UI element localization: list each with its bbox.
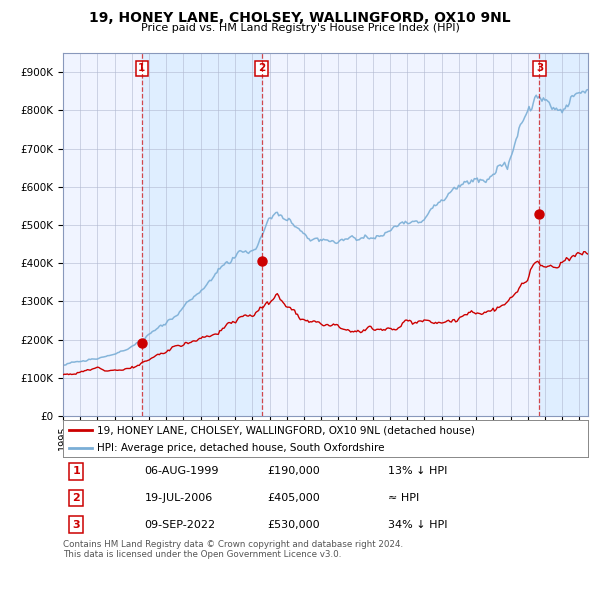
Bar — [539, 53, 588, 416]
Text: Contains HM Land Registry data © Crown copyright and database right 2024.
This d: Contains HM Land Registry data © Crown c… — [63, 540, 403, 559]
Text: 34% ↓ HPI: 34% ↓ HPI — [389, 520, 448, 529]
Text: £405,000: £405,000 — [268, 493, 320, 503]
Text: 09-SEP-2022: 09-SEP-2022 — [145, 520, 215, 529]
Text: £190,000: £190,000 — [268, 467, 320, 476]
Text: 19, HONEY LANE, CHOLSEY, WALLINGFORD, OX10 9NL: 19, HONEY LANE, CHOLSEY, WALLINGFORD, OX… — [89, 11, 511, 25]
Text: Price paid vs. HM Land Registry's House Price Index (HPI): Price paid vs. HM Land Registry's House … — [140, 23, 460, 33]
Text: 06-AUG-1999: 06-AUG-1999 — [145, 467, 219, 476]
Text: HPI: Average price, detached house, South Oxfordshire: HPI: Average price, detached house, Sout… — [97, 443, 385, 453]
Text: 3: 3 — [73, 520, 80, 529]
Text: 2: 2 — [258, 63, 265, 73]
Text: £530,000: £530,000 — [268, 520, 320, 529]
Text: 19-JUL-2006: 19-JUL-2006 — [145, 493, 212, 503]
Text: 1: 1 — [138, 63, 145, 73]
Text: ≈ HPI: ≈ HPI — [389, 493, 420, 503]
Text: 13% ↓ HPI: 13% ↓ HPI — [389, 467, 448, 476]
Text: 3: 3 — [536, 63, 543, 73]
Bar — [142, 53, 262, 416]
Text: 2: 2 — [72, 493, 80, 503]
Text: 1: 1 — [72, 467, 80, 476]
Text: 19, HONEY LANE, CHOLSEY, WALLINGFORD, OX10 9NL (detached house): 19, HONEY LANE, CHOLSEY, WALLINGFORD, OX… — [97, 425, 475, 435]
